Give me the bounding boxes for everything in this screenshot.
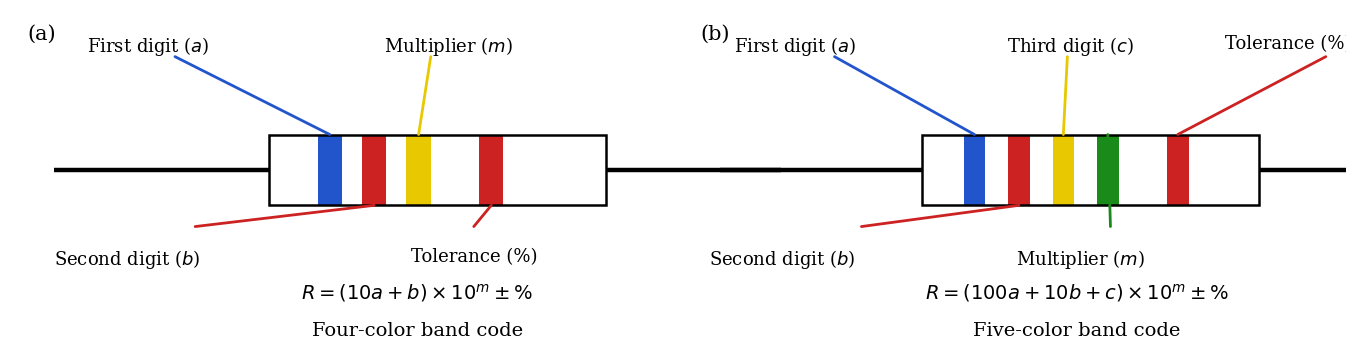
Bar [269,135,606,205]
Bar [406,135,431,205]
Text: Tolerance (%): Tolerance (%) [411,248,537,266]
Bar [269,135,606,205]
Bar [1053,135,1074,205]
Bar [964,135,985,205]
Bar [1167,135,1189,205]
Bar [922,135,1259,205]
Text: First digit ($a$): First digit ($a$) [734,35,856,58]
Text: Multiplier ($m$): Multiplier ($m$) [384,35,513,58]
Text: Third digit ($c$): Third digit ($c$) [1007,35,1135,58]
Bar [318,135,342,205]
Bar [922,135,1259,205]
Text: Second digit ($b$): Second digit ($b$) [709,248,856,271]
Text: Five-color band code: Five-color band code [973,322,1180,340]
Text: Multiplier ($m$): Multiplier ($m$) [1016,248,1145,271]
Text: (a): (a) [27,25,55,44]
Bar [362,135,386,205]
Text: (b): (b) [700,25,730,44]
Bar [1008,135,1030,205]
Text: Four-color band code: Four-color band code [312,322,522,340]
Bar [479,135,503,205]
Text: First digit ($a$): First digit ($a$) [87,35,210,58]
Text: $R=(100a+10b+c)\times10^{m}\pm\%$: $R=(100a+10b+c)\times10^{m}\pm\%$ [925,282,1229,304]
Text: $R=(10a+b)\times10^{m}\pm\%$: $R=(10a+b)\times10^{m}\pm\%$ [302,282,533,304]
Bar [1097,135,1119,205]
Text: Second digit ($b$): Second digit ($b$) [54,248,201,271]
Text: Tolerance (%): Tolerance (%) [1225,35,1346,53]
